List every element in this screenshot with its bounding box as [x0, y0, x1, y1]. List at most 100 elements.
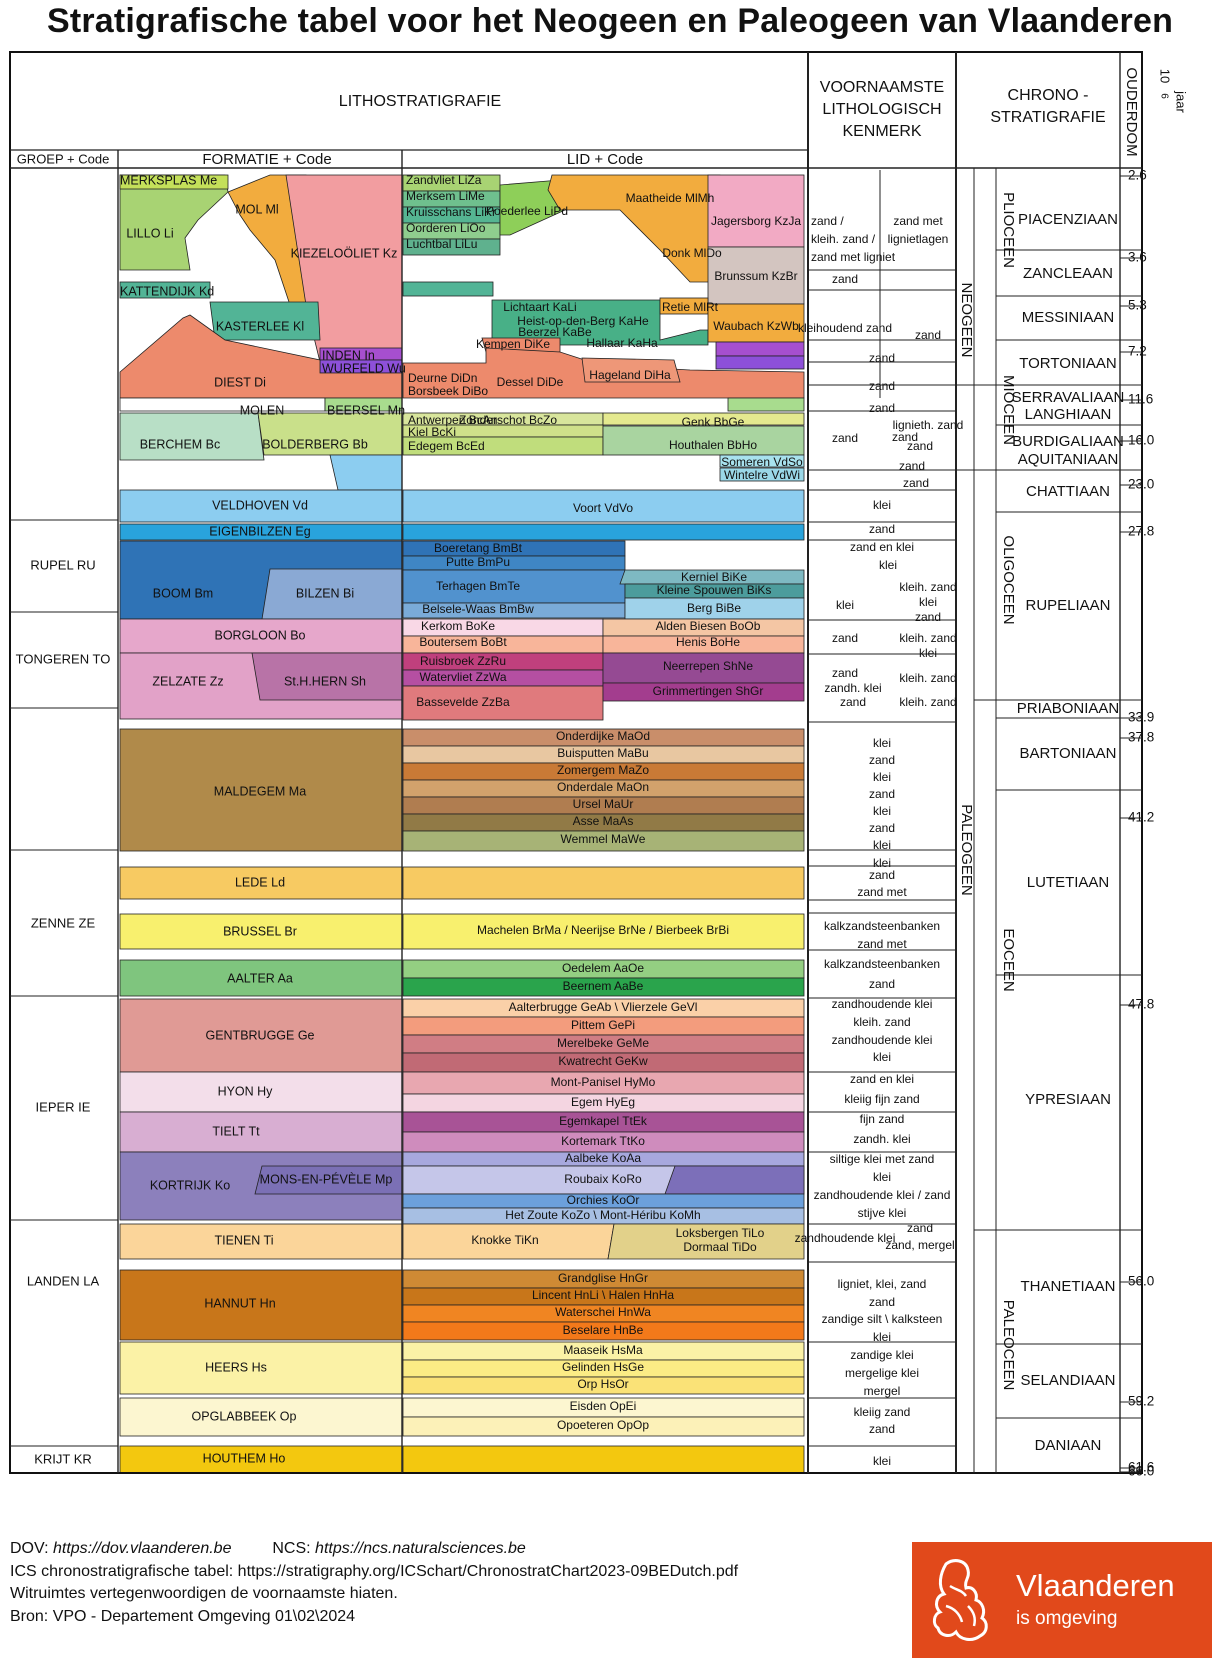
- stratigraphic-table: LITHOSTRATIGRAFIE VOORNAAMSTE LITHOLOGISCH…: [9, 51, 1189, 1479]
- formation-label: KIEZELOÖLIET Kz: [291, 246, 398, 260]
- formation-label: HOUTHEM Ho: [203, 1451, 286, 1465]
- member-label: Onderdijke MaOd: [556, 729, 650, 743]
- someren-fill: [719, 454, 805, 468]
- member-label: Aalterbrugge GeAb \ Vlierzele GeVl: [509, 1000, 698, 1014]
- mons-member-fill: [664, 1165, 805, 1195]
- member-label: Het Zoute KoZo \ Mont-Héribu KoMh: [505, 1208, 700, 1222]
- houthalen-fill: [602, 425, 805, 456]
- lithology-label: lignieth. zand: [893, 418, 964, 432]
- member-label: Neerrepen ShNe: [663, 659, 753, 673]
- member-label: Belsele-Waas BmBw: [422, 602, 534, 616]
- member-label: Beerzel KaBe: [518, 325, 592, 339]
- group-label: RUPEL RU: [30, 557, 95, 572]
- member-label: Roubaix KoRo: [564, 1172, 642, 1186]
- age-label: 61.6: [1128, 1460, 1154, 1475]
- member-label: Opoeteren OpOp: [557, 1418, 649, 1432]
- lithology-label: zand: [903, 476, 929, 490]
- hiaten-note: Witruimtes vertegenwoordigen de voornaam…: [10, 1585, 398, 1602]
- vlaanderen-logo: Vlaanderen is omgeving: [912, 1542, 1212, 1658]
- logo-name: Vlaanderen: [1016, 1568, 1175, 1603]
- houthem-fill: [119, 1445, 403, 1474]
- molen-fill: [119, 397, 326, 412]
- lithology-label: zandhoudende klei: [832, 1033, 933, 1047]
- lithology-label: klei: [836, 598, 854, 612]
- member-label: Wemmel MaWe: [561, 832, 646, 846]
- lithology-label: zandhoudende klei: [832, 997, 933, 1011]
- formation-label: BORGLOON Bo: [215, 628, 306, 642]
- hyon-fill: [119, 1071, 403, 1113]
- member-label: Loksbergen TiLo: [676, 1226, 765, 1240]
- stage-label: BARTONIAAN: [1020, 745, 1117, 762]
- lithology-label: kleih. zand: [899, 695, 956, 709]
- tienen-fill: [119, 1223, 403, 1260]
- member-label: Kortemark TtKo: [561, 1134, 645, 1148]
- series-label: EOCEEN: [1000, 928, 1017, 991]
- brussel-fill: [119, 913, 403, 950]
- age-label: 7.2: [1128, 344, 1147, 359]
- lithology-label: zand: [869, 401, 895, 415]
- ncs-link[interactable]: https://ncs.naturalsciences.be: [315, 1540, 526, 1557]
- beernem-fill: [402, 977, 805, 997]
- lithology-label: zand: [832, 666, 858, 680]
- lithology-label: zandhoudende klei: [795, 1231, 896, 1245]
- lithology-label: zand: [869, 379, 895, 393]
- voort-fill: [402, 489, 805, 523]
- member-label: Kiel BcKi: [408, 425, 456, 439]
- ouderdom-unit: 10: [1158, 69, 1173, 83]
- member-label: Zandvliet LiZa: [406, 173, 482, 187]
- age-label: 3.6: [1128, 250, 1147, 265]
- veldhoven-top-fill: [329, 454, 403, 491]
- member-label: Kerkom BoKe: [421, 619, 495, 633]
- member-label: Grimmertingen ShGr: [653, 684, 764, 698]
- neerrepen-fill: [602, 652, 805, 684]
- age-label: 37.8: [1128, 730, 1154, 745]
- member-label: Watervliet ZzWa: [419, 670, 506, 684]
- member-label: Borsbeek DiBo: [408, 384, 488, 398]
- lithology-label: zand: [840, 695, 866, 709]
- formation-label: VELDHOVEN Vd: [212, 498, 308, 512]
- veldhoven-fill: [119, 489, 403, 523]
- formation-label: BERCHEM Bc: [140, 437, 221, 451]
- lithology-label: klei: [879, 558, 897, 572]
- stage-label: LANGHIAAN: [1025, 406, 1112, 423]
- houthem-member-fill: [402, 1445, 805, 1474]
- formation-label: LILLO Li: [126, 226, 173, 240]
- kasterlee-fill: [209, 301, 321, 341]
- kattendijk-fill: [119, 281, 211, 299]
- age-label: 59.2: [1128, 1394, 1154, 1409]
- member-label: Buisputten MaBu: [557, 746, 648, 760]
- lithology-label: klei: [873, 1170, 891, 1184]
- stage-label: BURDIGALIAAN: [1012, 433, 1124, 450]
- lithology-label: lignietlagen: [888, 232, 949, 246]
- dov-link[interactable]: https://dov.vlaanderen.be: [52, 1540, 232, 1557]
- group-label: ZENNE ZE: [31, 915, 96, 930]
- member-label: Houthalen BbHo: [669, 438, 757, 452]
- member-label: Kleine Spouwen BiKs: [657, 583, 772, 597]
- formation-label: BOOM Bm: [153, 586, 213, 600]
- chrono-header: STRATIGRAFIE: [990, 109, 1105, 126]
- member-label: Terhagen BmTe: [436, 579, 520, 593]
- lithology-label: zand: [899, 459, 925, 473]
- stage-label: RUPELIAAN: [1025, 597, 1110, 614]
- member-label: Berg BiBe: [687, 601, 741, 615]
- lithology-label: klei: [873, 736, 891, 750]
- formatie-header: FORMATIE + Code: [202, 151, 331, 168]
- poederlee-fill: [499, 179, 566, 236]
- wurfeld-member-fill: [715, 355, 805, 370]
- member-label: Maatheide MlMh: [626, 191, 715, 205]
- heers-fill: [119, 1341, 403, 1395]
- footer-line-1: DOV: https://dov.vlaanderen.be NCS: http…: [10, 1538, 738, 1561]
- member-label: Antwerpen BcAn: [408, 413, 497, 427]
- member-label: Luchtbal LiLu: [406, 237, 477, 251]
- opoeteren-fill: [402, 1416, 805, 1437]
- member-label: Merelbeke GeMe: [557, 1036, 649, 1050]
- formation-label: MALDEGEM Ma: [214, 784, 306, 798]
- age-label: 66.0: [1128, 1464, 1154, 1479]
- hannut-fill: [119, 1269, 403, 1341]
- luchtbal-fill: [402, 238, 501, 256]
- stage-label: SELANDIAAN: [1020, 1372, 1115, 1389]
- member-label: Boeretang BmBt: [434, 541, 523, 555]
- lithology-label: zand, mergel: [885, 1238, 954, 1252]
- stage-label: DANIAAN: [1035, 1437, 1102, 1454]
- lithologisch-header: VOORNAAMSTE: [820, 79, 944, 96]
